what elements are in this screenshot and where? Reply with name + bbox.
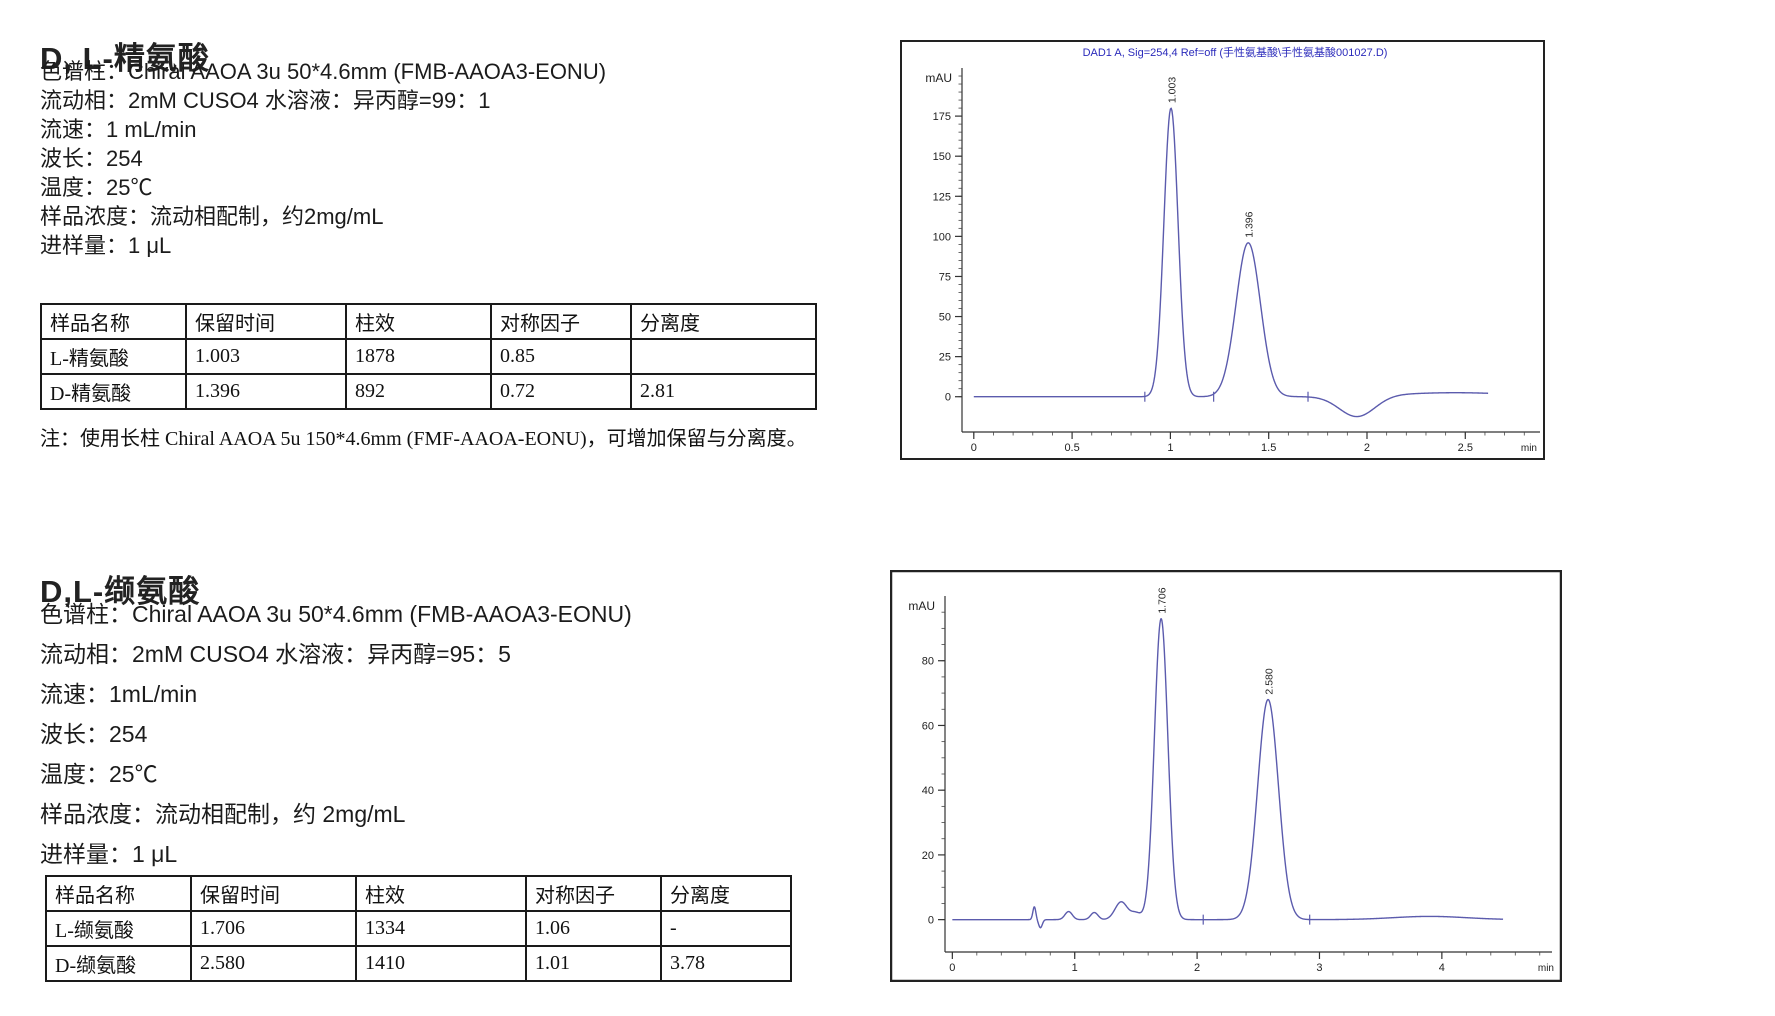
y-tick-label: 25 bbox=[939, 352, 951, 364]
peak-label: 1.003 bbox=[1166, 77, 1178, 103]
condition-flow-rate: 流速：1mL/min bbox=[40, 681, 198, 707]
cell-plates: 1878 bbox=[345, 338, 492, 375]
condition-sample-conc: 样品浓度：流动相配制，约 2mg/mL bbox=[40, 801, 406, 827]
cell-retention: 1.706 bbox=[190, 910, 357, 947]
cell-plates: 892 bbox=[345, 373, 492, 410]
condition-temperature: 温度：25℃ bbox=[40, 761, 158, 787]
table-row: L-缬氨酸 1.706 1334 1.06 - bbox=[45, 910, 792, 947]
col-header-sample: 样品名称 bbox=[45, 875, 192, 912]
condition-injection: 进样量：1 μL bbox=[40, 841, 178, 867]
col-header-plates: 柱效 bbox=[355, 875, 527, 912]
cell-plates: 1334 bbox=[355, 910, 527, 947]
x-tick-label: 2 bbox=[1194, 962, 1200, 974]
cell-resolution: 2.81 bbox=[630, 373, 817, 410]
y-tick-label: 75 bbox=[939, 271, 951, 283]
peak-label: 2.580 bbox=[1264, 668, 1276, 694]
condition-injection: 进样量：1 μL bbox=[40, 233, 172, 258]
x-tick-label: 1 bbox=[1167, 442, 1173, 454]
trace bbox=[952, 618, 1504, 929]
condition-sample-conc: 样品浓度：流动相配制，约2mg/mL bbox=[40, 204, 384, 229]
cell-sample: D-精氨酸 bbox=[40, 373, 187, 410]
note-line: 注：使用长柱 Chiral AAOA 5u 150*4.6mm (FMF-AAO… bbox=[40, 428, 807, 450]
conditions-list-valine: 色谱柱：Chiral AAOA 3u 50*4.6mm (FMB-AAOA3-E… bbox=[40, 594, 632, 874]
cell-resolution: - bbox=[660, 910, 792, 947]
table-header-row: 样品名称 保留时间 柱效 对称因子 分离度 bbox=[40, 303, 817, 340]
y-axis-label: mAU bbox=[925, 71, 952, 85]
col-header-retention: 保留时间 bbox=[185, 303, 347, 340]
condition-temperature: 温度：25℃ bbox=[40, 175, 153, 200]
peak-label: 1.396 bbox=[1244, 211, 1256, 237]
cell-resolution bbox=[630, 338, 817, 375]
chart-frame bbox=[900, 40, 1545, 460]
x-tick-label: 1.5 bbox=[1261, 442, 1276, 454]
col-header-symmetry: 对称因子 bbox=[525, 875, 662, 912]
cell-symmetry: 0.72 bbox=[490, 373, 632, 410]
cell-plates: 1410 bbox=[355, 945, 527, 982]
x-axis-label: min bbox=[1521, 443, 1537, 454]
x-tick-label: 0.5 bbox=[1064, 442, 1079, 454]
cell-retention: 1.396 bbox=[185, 373, 347, 410]
cell-symmetry: 0.85 bbox=[490, 338, 632, 375]
y-tick-label: 0 bbox=[928, 915, 934, 927]
y-tick-label: 150 bbox=[933, 151, 951, 163]
x-tick-label: 2.5 bbox=[1458, 442, 1473, 454]
cell-symmetry: 1.01 bbox=[525, 945, 662, 982]
col-header-symmetry: 对称因子 bbox=[490, 303, 632, 340]
cell-retention: 1.003 bbox=[185, 338, 347, 375]
condition-column: 色谱柱：Chiral AAOA 3u 50*4.6mm (FMB-AAOA3-E… bbox=[40, 601, 632, 627]
trace bbox=[973, 107, 1489, 418]
y-tick-label: 80 bbox=[922, 656, 934, 668]
y-tick-label: 50 bbox=[939, 312, 951, 324]
x-tick-label: 4 bbox=[1439, 962, 1445, 974]
condition-wavelength: 波长：254 bbox=[40, 721, 148, 747]
condition-mobile-phase: 流动相：2mM CUSO4 水溶液：异丙醇=99：1 bbox=[40, 88, 491, 113]
cell-resolution: 3.78 bbox=[660, 945, 792, 982]
y-tick-label: 40 bbox=[922, 785, 934, 797]
cell-retention: 2.580 bbox=[190, 945, 357, 982]
x-tick-label: 3 bbox=[1316, 962, 1322, 974]
condition-flow-rate: 流速：1 mL/min bbox=[40, 117, 197, 142]
chromatogram-arginine: DAD1 A, Sig=254,4 Ref=off (手性氨基酸\手性氨基酸00… bbox=[900, 40, 1545, 460]
col-header-retention: 保留时间 bbox=[190, 875, 357, 912]
x-tick-label: 0 bbox=[949, 962, 955, 974]
section-title-valine: D,L-缬氨酸 bbox=[40, 573, 201, 609]
y-tick-label: 125 bbox=[933, 191, 951, 203]
table-row: D-缬氨酸 2.580 1410 1.01 3.78 bbox=[45, 945, 792, 982]
cell-sample: L-缬氨酸 bbox=[45, 910, 192, 947]
y-tick-label: 175 bbox=[933, 111, 951, 123]
results-table-arginine: 样品名称 保留时间 柱效 对称因子 分离度 L-精氨酸 1.003 1878 0… bbox=[40, 303, 817, 410]
x-tick-label: 1 bbox=[1072, 962, 1078, 974]
condition-wavelength: 波长：254 bbox=[40, 146, 143, 171]
y-tick-label: 100 bbox=[933, 231, 951, 243]
cell-sample: D-缬氨酸 bbox=[45, 945, 192, 982]
x-axis-label: min bbox=[1538, 963, 1554, 974]
chromatogram-arginine-plot: DAD1 A, Sig=254,4 Ref=off (手性氨基酸\手性氨基酸00… bbox=[900, 40, 1545, 460]
condition-column: 色谱柱：Chiral AAOA 3u 50*4.6mm (FMB-AAOA3-E… bbox=[40, 59, 607, 84]
cell-symmetry: 1.06 bbox=[525, 910, 662, 947]
table-row: L-精氨酸 1.003 1878 0.85 bbox=[40, 338, 817, 375]
condition-mobile-phase: 流动相：2mM CUSO4 水溶液：异丙醇=95：5 bbox=[40, 641, 511, 667]
table-header-row: 样品名称 保留时间 柱效 对称因子 分离度 bbox=[45, 875, 792, 912]
col-header-resolution: 分离度 bbox=[630, 303, 817, 340]
peak-label: 1.706 bbox=[1157, 587, 1169, 613]
x-tick-label: 0 bbox=[971, 442, 977, 454]
y-tick-label: 0 bbox=[945, 392, 951, 404]
table-row: D-精氨酸 1.396 892 0.72 2.81 bbox=[40, 373, 817, 410]
col-header-plates: 柱效 bbox=[345, 303, 492, 340]
cell-sample: L-精氨酸 bbox=[40, 338, 187, 375]
col-header-resolution: 分离度 bbox=[660, 875, 792, 912]
chart-frame bbox=[890, 570, 1562, 982]
chromatogram-valine-plot: mAU 0 20 40 60 80 0 1 2 3 4 min 1.706 2.580 bbox=[890, 570, 1562, 982]
y-tick-label: 60 bbox=[922, 720, 934, 732]
conditions-list-arginine: 色谱柱：Chiral AAOA 3u 50*4.6mm (FMB-AAOA3-E… bbox=[40, 57, 606, 260]
chart-title: DAD1 A, Sig=254,4 Ref=off (手性氨基酸\手性氨基酸00… bbox=[1083, 45, 1388, 59]
x-tick-label: 2 bbox=[1364, 442, 1370, 454]
section-title-arginine: D, L-精氨酸 bbox=[40, 40, 210, 76]
y-tick-label: 20 bbox=[922, 850, 934, 862]
y-axis-label: mAU bbox=[908, 599, 935, 613]
results-table-valine: 样品名称 保留时间 柱效 对称因子 分离度 L-缬氨酸 1.706 1334 1… bbox=[45, 875, 792, 982]
chromatogram-valine: mAU 0 20 40 60 80 0 1 2 3 4 min 1.706 2.580 bbox=[890, 570, 1562, 982]
col-header-sample: 样品名称 bbox=[40, 303, 187, 340]
